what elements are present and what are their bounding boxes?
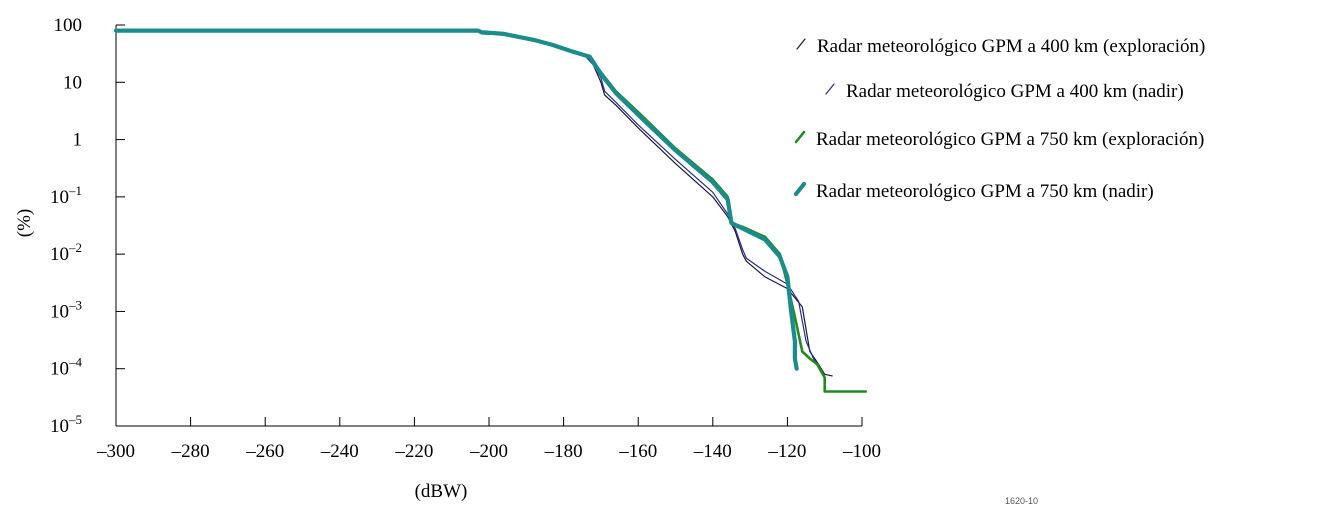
legend-swatch — [794, 130, 806, 144]
x-tick-label: –300 — [96, 441, 135, 462]
legend-swatch — [796, 38, 806, 50]
legend-swatch — [793, 181, 807, 197]
legend-item-4: Radar meteorológico GPM a 750 km (nadir) — [793, 181, 1154, 202]
legend-label: Radar meteorológico GPM a 750 km (nadir) — [816, 181, 1154, 202]
legend: Radar meteorológico GPM a 400 km (explor… — [793, 36, 1205, 202]
y-axis-ticks: 100 10 1 10–1 10–2 10–3 10–4 10–5 — [50, 15, 125, 437]
x-tick-label: –240 — [320, 441, 359, 462]
legend-swatch — [825, 83, 835, 95]
x-tick-label: –160 — [618, 441, 657, 462]
series-line-4 — [113, 28, 799, 371]
legend-label: Radar meteorológico GPM a 400 km (nadir) — [846, 81, 1184, 102]
x-tick-label: –180 — [544, 441, 583, 462]
legend-label: Radar meteorológico GPM a 400 km (explor… — [817, 36, 1205, 57]
x-tick-label: –260 — [245, 441, 284, 462]
series-lines — [113, 28, 867, 393]
y-tick-label: 10–5 — [50, 412, 82, 437]
y-tick-label: 10 — [63, 72, 82, 93]
x-axis-ticks: –300 –280 –260 –240 –220 –200 –180 –160 –140 –120… — [96, 417, 881, 462]
legend-item-1: Radar meteorológico GPM a 400 km (explor… — [796, 36, 1205, 57]
x-tick-label: –100 — [842, 441, 881, 462]
y-tick-label: 10–2 — [50, 240, 82, 265]
legend-item-2: Radar meteorológico GPM a 400 km (nadir) — [825, 81, 1184, 102]
x-tick-label: –120 — [767, 441, 806, 462]
y-axis-label: (%) — [14, 209, 35, 237]
series-line-1 — [115, 30, 833, 377]
x-tick-label: –140 — [693, 441, 732, 462]
legend-item-3: Radar meteorológico GPM a 750 km (explor… — [794, 129, 1204, 150]
legend-label: Radar meteorológico GPM a 750 km (explor… — [816, 129, 1204, 150]
series-line-3 — [114, 29, 867, 393]
y-tick-label: 10–1 — [50, 183, 82, 208]
x-tick-label: –280 — [171, 441, 210, 462]
y-tick-label: 10–3 — [50, 297, 82, 322]
x-tick-label: –200 — [469, 441, 508, 462]
figure-id: 1620-10 — [1005, 496, 1038, 506]
y-tick-label: 100 — [54, 15, 83, 36]
y-tick-label: 1 — [73, 130, 83, 151]
y-tick-label: 10–4 — [50, 355, 83, 380]
x-axis-label: (dBW) — [415, 481, 468, 502]
x-tick-label: –220 — [394, 441, 433, 462]
